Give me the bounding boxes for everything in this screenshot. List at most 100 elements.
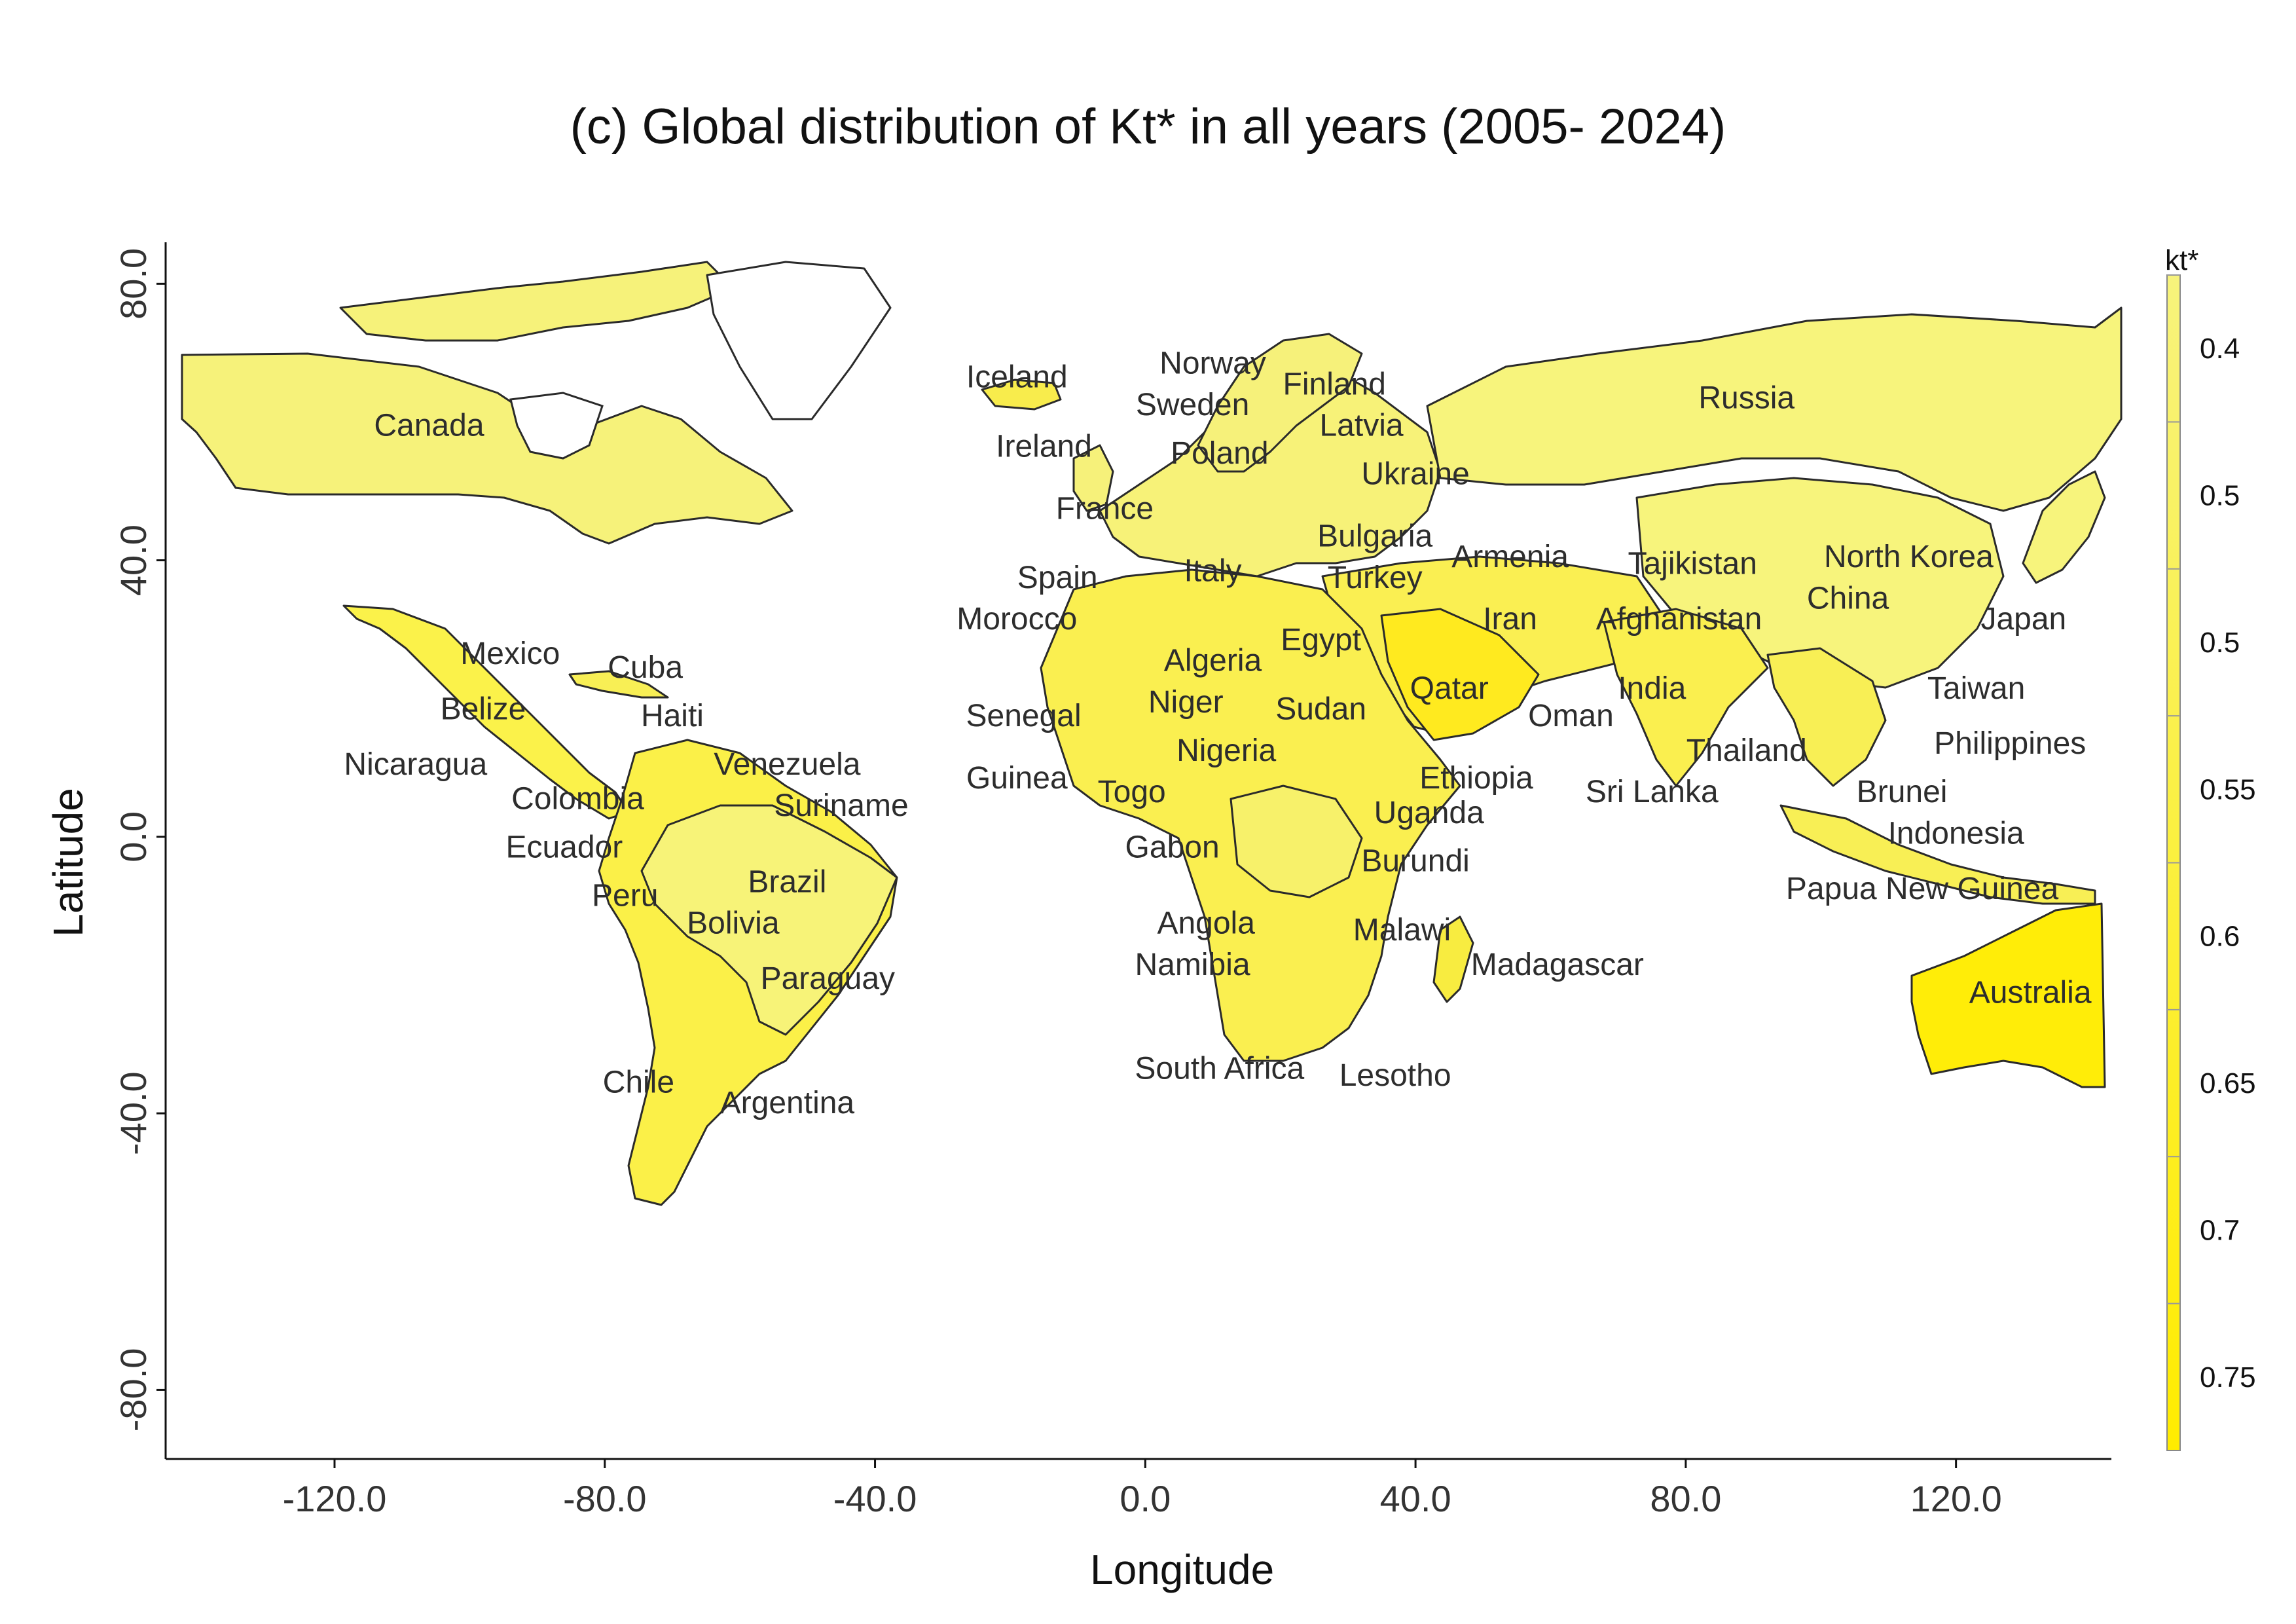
x-tick-label: -40.0	[833, 1478, 917, 1519]
country-label: Sudan	[1275, 692, 1366, 726]
x-tick-label: -120.0	[283, 1478, 387, 1519]
country-label: Niger	[1148, 685, 1224, 720]
country-label: Afghanistan	[1596, 602, 1762, 637]
colorbar-tick-label: 0.6	[2200, 921, 2240, 953]
country-label: Italy	[1184, 553, 1241, 588]
country-label: Spain	[1017, 561, 1098, 595]
country-label: China	[1807, 581, 1889, 616]
country-label: Ireland	[996, 429, 1092, 464]
y-tick-label: -80.0	[113, 1348, 154, 1432]
land-russia	[1426, 306, 2123, 512]
country-labels: Canada Iceland Norway Finland Sweden Latvia Ru…	[344, 346, 2091, 1121]
country-label: Taiwan	[1927, 671, 2025, 706]
colorbar-tick-label: 0.4	[2200, 333, 2240, 365]
country-label: Morocco	[957, 602, 1077, 637]
country-label: Russia	[1698, 380, 1795, 415]
country-label: Gabon	[1125, 830, 1220, 865]
country-label: Armenia	[1451, 540, 1569, 574]
land-arabia	[1380, 608, 1540, 741]
y-tick-labels: 80.0 40.0 0.0 -40.0 -80.0	[113, 248, 166, 1431]
y-tick-label: -40.0	[113, 1071, 154, 1155]
land-se-asia	[1766, 647, 1887, 787]
colorbar-tick-label: 0.65	[2200, 1067, 2256, 1099]
country-label: Venezuela	[714, 747, 861, 782]
country-label: Argentina	[720, 1086, 855, 1120]
country-label: Australia	[1969, 975, 2092, 1010]
country-label: North Korea	[1824, 540, 1994, 574]
country-label: Brunei	[1857, 775, 1948, 809]
x-tick-label: 0.0	[1120, 1478, 1171, 1519]
landmasses	[181, 261, 2123, 1206]
land-canada	[181, 352, 793, 545]
country-label: Iran	[1483, 602, 1537, 637]
country-label: Malawi	[1353, 913, 1451, 948]
country-label: Nicaragua	[344, 747, 487, 782]
country-label: Cuba	[608, 650, 683, 685]
x-tick-label: 80.0	[1650, 1478, 1721, 1519]
colorbar-tick-label: 0.55	[2200, 773, 2256, 805]
country-label: Togo	[1098, 775, 1166, 809]
y-axis-title: Latitude	[44, 788, 92, 937]
land-cuba	[568, 670, 669, 699]
land-arctic-islands	[339, 261, 735, 342]
country-label: Lesotho	[1339, 1058, 1451, 1093]
country-label: Latvia	[1319, 409, 1403, 443]
country-label: Philippines	[1934, 726, 2086, 761]
colorbar-tick-label: 0.75	[2200, 1361, 2256, 1393]
country-label: Oman	[1528, 699, 1614, 733]
country-label: Senegal	[966, 699, 1081, 733]
country-label: Paraguay	[761, 961, 895, 996]
country-label: Nigeria	[1176, 733, 1276, 768]
land-scandinavia	[1197, 333, 1363, 473]
land-australia	[1910, 902, 2106, 1088]
country-label: Ukraine	[1361, 456, 1469, 491]
country-label: Burundi	[1361, 844, 1469, 879]
country-label: Bolivia	[687, 906, 780, 941]
y-tick-label: 80.0	[113, 248, 154, 320]
x-tick-label: 120.0	[1910, 1478, 2002, 1519]
colorbar-ticks: 0.4 0.5 0.5 0.55 0.6 0.65 0.7 0.75	[2167, 274, 2256, 1393]
colorbar-tick-label: 0.7	[2200, 1214, 2240, 1246]
land-greenland	[706, 261, 892, 420]
country-label: Chile	[603, 1065, 674, 1099]
country-label: Iceland	[966, 360, 1068, 395]
land-uk	[1072, 444, 1114, 512]
country-label: Namibia	[1135, 948, 1250, 982]
land-japan	[2022, 470, 2106, 584]
country-label: Belize	[441, 692, 526, 726]
map-title: (c) Global distribution of Kt* in all ye…	[570, 99, 1726, 155]
country-label: Papua New Guinea	[1786, 872, 2059, 906]
country-label: Thailand	[1686, 733, 1807, 768]
colorbar-tick-label: 0.5	[2200, 480, 2240, 512]
country-label: Canada	[374, 409, 484, 443]
country-label: Algeria	[1164, 644, 1262, 678]
land-brazil	[640, 804, 898, 1036]
country-label: Suriname	[774, 788, 908, 823]
country-label: Colombia	[511, 782, 644, 817]
country-label: Mexico	[460, 637, 560, 671]
y-tick-label: 40.0	[113, 525, 154, 596]
country-label: South Africa	[1135, 1051, 1304, 1086]
colorbar-title: kt*	[2165, 244, 2198, 276]
country-label: Ethiopia	[1419, 761, 1533, 796]
country-label: Indonesia	[1888, 816, 2024, 851]
country-label: Egypt	[1281, 623, 1361, 657]
country-label: Turkey	[1328, 561, 1423, 595]
country-label: Brazil	[748, 864, 826, 899]
country-label: Tajikistan	[1628, 547, 1757, 581]
country-label: Uganda	[1374, 796, 1484, 830]
country-label: Poland	[1171, 436, 1268, 471]
x-tick-labels: -120.0 -80.0 -40.0 0.0 40.0 80.0 120.0	[283, 1459, 2002, 1519]
country-label: Sri Lanka	[1586, 775, 1719, 809]
x-axis-title: Longitude	[1090, 1546, 1275, 1593]
country-label: India	[1618, 671, 1686, 706]
land-india	[1603, 608, 1769, 787]
country-label: Sweden	[1136, 388, 1249, 422]
country-label: Ecuador	[505, 830, 623, 865]
country-label: Haiti	[641, 699, 704, 733]
land-iceland	[981, 378, 1062, 411]
country-label: Norway	[1159, 346, 1266, 381]
country-label: France	[1056, 491, 1154, 526]
